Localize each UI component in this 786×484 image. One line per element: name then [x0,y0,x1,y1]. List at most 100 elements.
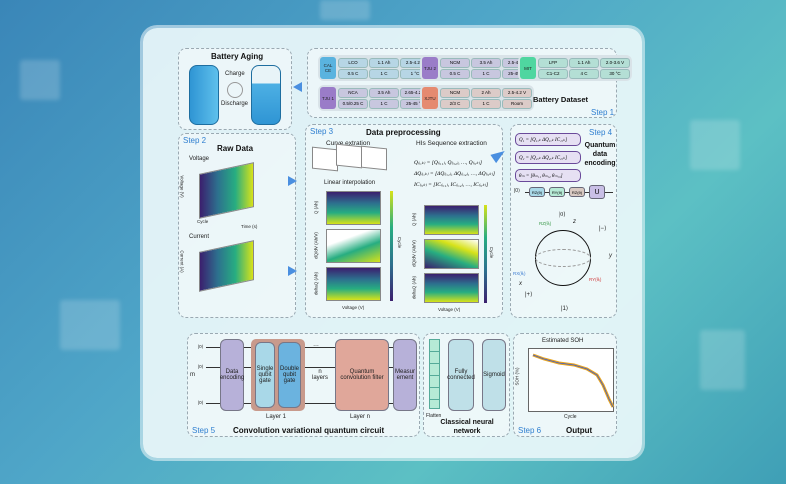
output-panel: Estimated SOH SOH (%) Cycle Step 6 Outpu… [513,333,617,437]
colorbar-right [484,205,487,303]
fully-connected-block[interactable]: Fully connected [447,339,475,411]
q1-row: Q₁ = [Q₁,ₖ ΔQ₁,ₖ IC₁,ₖ] [515,133,581,146]
xlabel-left: Voltage (V) [342,305,365,310]
q-plot [326,191,381,225]
time-axis-label: Time (s) [241,224,258,229]
rz-gate-2[interactable]: RZ(θ) [569,187,585,197]
n-layers-label: n layers [312,369,329,381]
bloch-x: x [519,281,522,287]
flatten-label: Flatten [426,413,442,419]
ket-2: |0⟩ [198,364,204,369]
linear-interpolation-label: Linear interpolation [324,180,376,186]
his-label: HIs Sequence extraction [416,140,487,147]
dataset-cell: 2/3 C [440,98,470,109]
step5-label: Step 5 [192,426,216,435]
bloch-plus: |+⟩ [525,292,533,298]
voltage-3d-plot [199,162,254,219]
current-label: Current [189,234,210,240]
bloch-bottom: |1⟩ [561,306,569,312]
step6-label: Step 6 [518,426,542,435]
bloch-top: |0⟩ [559,212,566,218]
battery-icon: MIT [520,57,536,79]
step4-label: Step 4 [589,128,613,137]
sigmoid-block[interactable]: Sigmoid [482,339,506,411]
m-label: m [190,372,195,378]
dqdv-ylabel: dQ/dV (Ah/V) [313,232,319,259]
his-q-plot [424,205,479,235]
ket-3: |0⟩ [198,400,204,405]
ket0-label: |0⟩ [514,188,521,194]
quantum-encoding-panel: Step 4 Q₁ = [Q₁,ₖ ΔQ₁,ₖ IC₁,ₖ] Q₂ = [Q₂,… [510,124,617,318]
bloch-minus: |−⟩ [599,226,607,232]
data-preprocessing-panel: Step 3 Data preprocessing Curve extratio… [305,124,503,318]
dataset-cell: 3.5 Ah [369,87,399,98]
current-3d-plot [199,240,254,292]
cycle-arrows-icon [227,82,243,98]
bloch-ry: RY(θᵢ) [589,277,602,282]
curve-card-2 [336,143,362,169]
dataset-cell: 30 °C [600,68,630,79]
aged-battery-icon [251,65,281,125]
dataset-title: Battery Dataset [533,95,589,104]
dataset-cell: 3.5 Ah [471,57,501,68]
dataset-cell: 2 Ah [471,87,501,98]
bloch-rx: RX(θᵢ) [513,271,526,276]
single-qubit-gate[interactable]: Single qubit gate [255,342,275,408]
dataset-cell: 1 C [471,98,501,109]
soh-chart-title: Estimated SOH [542,338,584,344]
rz-gate-1[interactable]: RZ(θ) [529,187,545,197]
dataset-cell: 1 C [471,68,501,79]
ry-gate[interactable]: RY(θ) [549,187,565,197]
vqc-panel: m |0⟩ |0⟩ |0⟩ Data encoding Single qubit… [187,333,420,437]
flatten-block[interactable] [429,339,440,409]
battery-aging-panel: Battery Aging Charge Discharge [178,48,292,130]
quantum-convolution-filter[interactable]: Quantum convolution filter [335,339,389,411]
bloch-y: y [609,253,612,259]
arrow-raw-to-pre-2 [288,266,297,276]
dataset-card: MIT LFP 1.1 Ah 2.0-3.6 V C1-C2 4 C 30 °C [518,55,632,81]
dataset-cell: LCO [338,57,368,68]
step3-label: Step 3 [310,127,334,136]
voltage-ylabel: Voltage (V) [179,175,185,198]
dataset-cell: C1-C2 [538,68,568,79]
curve-card-3 [361,145,387,171]
double-qubit-gate[interactable]: Double qubit gate [278,342,301,408]
eq-q: Q₍ᵢ,ₖ₎ = [Q₍ᵢ,₁₎, Q₍ᵢ,₂₎, …, Q₍ᵢ,ₖ₎] [414,160,483,166]
eq-dq: ΔQ₍ᵢ,ₖ₎ = [ΔQ₍ᵢ,₁₎, ΔQ₍ᵢ,₂₎, …, ΔQ₍ᵢ,ₖ₎] [414,171,495,177]
dataset-cell: 4 C [569,68,599,79]
eq-ic: IC₍ᵢ,ₖ₎ = [IC₍ᵢ,₁₎, IC₍ᵢ,₂₎, …, IC₍ᵢ,ₖ₎] [414,182,489,188]
battery-icon: XJTU [422,87,438,109]
measurement-block[interactable]: Measur ement [393,339,417,411]
xlabel-right: Voltage (V) [438,307,461,312]
data-encoding-block[interactable]: Data encoding [220,339,244,411]
dataset-cell: 1 C [369,98,399,109]
deltaq-plot [326,267,381,301]
full-battery-icon [189,65,219,125]
discharge-label: Discharge [221,101,249,107]
dataset-cell: 0.5 C [338,68,368,79]
arrow-raw-to-pre-1 [288,176,297,186]
battery-icon: TJU 2 [422,57,438,79]
cycle-axis-label: Cycle [197,219,209,224]
cbar-label-left: Cycle [397,236,403,249]
ket-1: |0⟩ [198,344,204,349]
his-dq-plot [424,239,479,269]
charge-label: Charge [225,71,245,77]
u-gate[interactable]: U [589,185,605,199]
curve-card-1 [312,146,338,172]
soh-chart [528,348,615,412]
soh-ylabel: SOH (%) [514,367,520,386]
layer1-label: Layer 1 [266,414,287,420]
step1-label: Step 1 [591,108,615,117]
layern-label: Layer n [350,414,371,420]
bloch-rz: RZ(θᵢ) [539,221,552,226]
q2-row: Q₂ = [Q₂,ₖ ΔQ₂,ₖ IC₂,ₖ] [515,151,581,164]
current-ylabel: Current (A) [179,250,185,273]
bloch-equator [535,249,591,267]
dataset-cell: 0.5 C [440,68,470,79]
cbar-label-right: Cycle [489,246,495,259]
